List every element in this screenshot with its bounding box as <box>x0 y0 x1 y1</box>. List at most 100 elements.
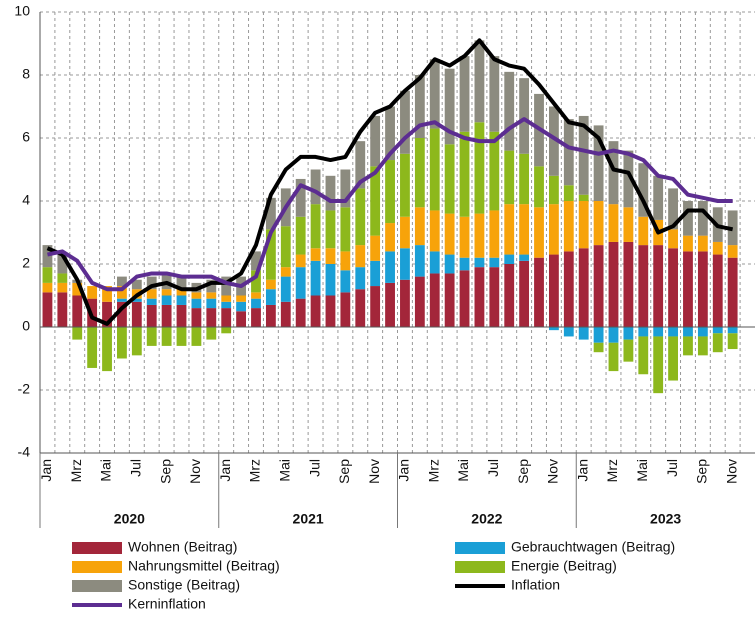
bar <box>191 308 202 327</box>
bar <box>251 308 261 327</box>
legend-swatch <box>72 580 122 592</box>
bar <box>638 245 649 327</box>
bar <box>414 207 425 246</box>
bar <box>251 251 261 271</box>
bar <box>638 216 649 246</box>
bar <box>683 201 693 236</box>
bar <box>206 279 217 293</box>
bar <box>102 327 112 372</box>
bar <box>340 169 351 208</box>
bar <box>295 216 306 255</box>
legend-label: Kerninflation <box>128 596 206 612</box>
bar <box>474 213 485 258</box>
bar <box>727 333 738 350</box>
x-tick-label: Sep <box>515 459 531 484</box>
legend-swatch <box>72 561 122 573</box>
bar <box>519 78 530 154</box>
bar <box>87 327 98 368</box>
bar <box>429 128 440 211</box>
y-tick-label: 10 <box>14 3 30 19</box>
bar <box>608 327 619 343</box>
bar <box>459 257 470 271</box>
bar <box>697 235 708 252</box>
bar <box>683 336 693 356</box>
bar <box>191 327 202 346</box>
x-tick-label: Mai <box>634 459 650 482</box>
bar <box>206 327 217 340</box>
bar <box>548 327 559 331</box>
bar <box>519 153 530 205</box>
bar <box>400 279 410 327</box>
bar <box>489 257 500 268</box>
bar <box>474 257 485 268</box>
line <box>47 117 733 292</box>
bar <box>236 295 247 302</box>
bar <box>623 207 634 242</box>
bar <box>176 276 187 290</box>
bar <box>370 260 381 287</box>
bar <box>608 141 619 205</box>
legend-swatch <box>455 542 505 554</box>
bar <box>414 138 425 208</box>
bar <box>548 175 559 205</box>
bar <box>280 267 291 277</box>
bar <box>593 245 604 327</box>
bar <box>325 248 336 264</box>
y-tick-label: 2 <box>22 255 30 271</box>
bar <box>385 160 395 224</box>
bar <box>295 298 306 327</box>
bar <box>578 327 589 340</box>
bar <box>623 339 634 362</box>
bar <box>221 276 232 296</box>
x-tick-label: Nov <box>187 459 203 484</box>
bar <box>355 267 366 290</box>
bar <box>504 71 515 151</box>
bar <box>459 56 470 132</box>
x-tick-label: Mai <box>276 459 292 482</box>
bar <box>251 298 261 309</box>
bar <box>191 292 202 299</box>
bar <box>712 327 723 334</box>
bar <box>697 251 708 327</box>
bar <box>504 254 515 264</box>
legend-swatch <box>72 542 122 554</box>
bar <box>280 226 291 268</box>
bar <box>400 248 410 280</box>
bar <box>712 333 723 353</box>
bar <box>221 308 232 327</box>
bar <box>102 301 112 327</box>
x-tick-label: Jan <box>396 459 412 482</box>
bar <box>236 301 247 312</box>
bar <box>638 163 649 217</box>
bar <box>548 204 559 255</box>
bar <box>474 122 485 214</box>
bar <box>131 327 142 356</box>
x-tick-label: Jul <box>128 459 144 477</box>
bar <box>563 185 574 201</box>
bar <box>42 282 53 293</box>
bar <box>265 304 276 327</box>
bar <box>385 106 395 161</box>
bar <box>310 248 321 261</box>
bar <box>608 241 619 327</box>
y-tick-label: 6 <box>22 129 30 145</box>
bar <box>310 260 321 296</box>
bar <box>221 301 232 309</box>
bar <box>429 210 440 252</box>
bar <box>683 235 693 252</box>
x-tick-label: Mai <box>455 459 471 482</box>
bar <box>265 229 276 280</box>
bar <box>370 235 381 261</box>
bar <box>444 254 455 274</box>
bar <box>459 131 470 217</box>
bar <box>563 251 574 327</box>
x-tick-label: Mrz <box>68 459 84 482</box>
bar <box>265 197 276 230</box>
bar <box>683 327 693 337</box>
bar <box>593 125 604 201</box>
bar <box>146 304 157 327</box>
bar <box>42 267 53 283</box>
bar <box>370 115 381 167</box>
bar <box>504 150 515 205</box>
bar <box>697 336 708 356</box>
